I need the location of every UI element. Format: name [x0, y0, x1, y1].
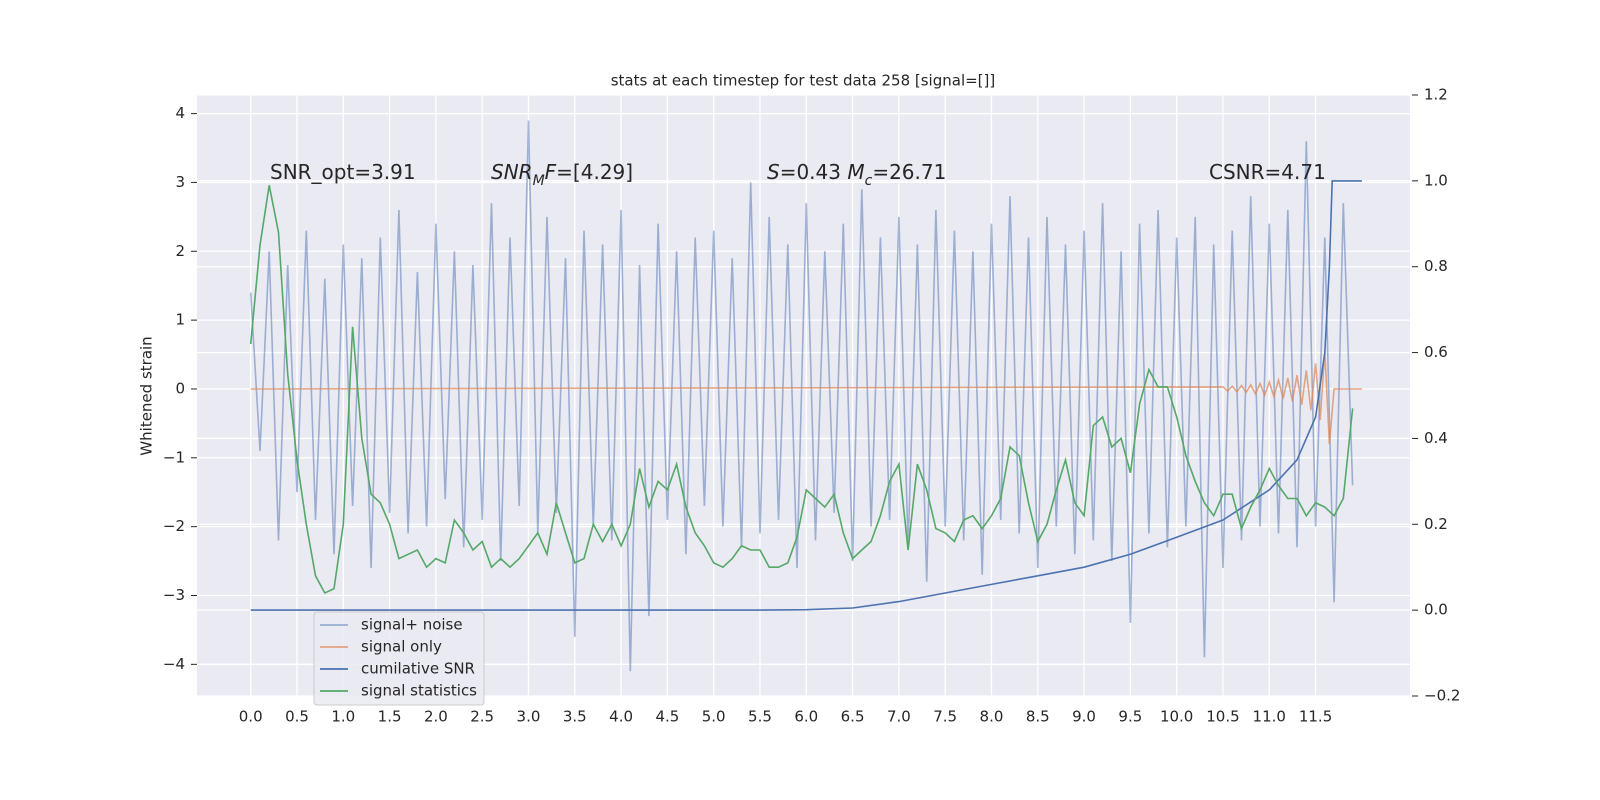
x-tick-label: 2.5 [470, 708, 494, 726]
x-tick-label: 10.5 [1206, 708, 1239, 726]
x-tick-label: 3.0 [517, 708, 541, 726]
x-tick-label: 6.0 [794, 708, 818, 726]
annotation-part: c [865, 173, 873, 189]
x-tick-label: 8.5 [1026, 708, 1050, 726]
x-tick-label: 1.5 [378, 708, 402, 726]
annotation-part: M [533, 173, 545, 189]
y-tick-label: −1 [163, 448, 185, 466]
y-tick-label: 2 [175, 242, 185, 260]
annotation-part: SNR_opt=3.91 [270, 160, 416, 184]
x-tick-label: 4.5 [655, 708, 679, 726]
annotation: SNRMF=[4.29] [491, 160, 633, 190]
chart-title: stats at each timestep for test data 258… [611, 72, 996, 90]
x-tick-label: 1.0 [331, 708, 355, 726]
legend-label: signal only [361, 638, 442, 656]
annotation-part: CSNR=4.71 [1209, 160, 1326, 184]
x-tick-label: 11.5 [1299, 708, 1332, 726]
y2-tick-label: 0.0 [1424, 601, 1448, 619]
x-tick-label: 5.5 [748, 708, 772, 726]
y-tick-label: −2 [163, 517, 185, 535]
annotation-part: S [767, 160, 780, 184]
y-tick-label: 1 [175, 311, 185, 329]
x-tick-label: 9.5 [1118, 708, 1142, 726]
y-tick-label: −3 [163, 586, 185, 604]
legend-box [313, 611, 485, 706]
x-tick-label: 11.0 [1253, 708, 1286, 726]
y-tick-label: 0 [175, 379, 185, 397]
x-tick-label: 8.0 [980, 708, 1004, 726]
y2-tick-label: 0.6 [1424, 343, 1448, 361]
x-tick-label: 7.0 [887, 708, 911, 726]
x-tick-label: 9.0 [1072, 708, 1096, 726]
series-line [249, 185, 1354, 595]
x-tick-label: 4.0 [609, 708, 633, 726]
y2-tick-label: 0.4 [1424, 429, 1448, 447]
y-axis-label: Whitened strain [138, 336, 156, 455]
y-tick-label: 3 [175, 173, 185, 191]
annotation-part: =[4.29] [556, 160, 633, 184]
x-tick-label: 0.0 [239, 708, 263, 726]
y2-tick-label: −0.2 [1424, 687, 1460, 705]
annotation: CSNR=4.71 [1209, 160, 1326, 184]
x-tick-label: 6.5 [841, 708, 865, 726]
x-tick-label: 3.5 [563, 708, 587, 726]
x-tick-label: 7.5 [933, 708, 957, 726]
annotation-part: =26.71 [872, 160, 946, 184]
x-tick-label: 0.5 [285, 708, 309, 726]
x-tick-label: 5.0 [702, 708, 726, 726]
x-tick-label: 10.0 [1160, 708, 1193, 726]
y-tick-label: 4 [175, 104, 185, 122]
legend-label: signal statistics [361, 682, 477, 700]
y2-tick-label: 1.0 [1424, 171, 1448, 189]
x-tick-label: 2.0 [424, 708, 448, 726]
annotation-part: M [847, 160, 864, 184]
annotation-part: F [545, 160, 557, 184]
series-line [249, 120, 1354, 672]
annotation-part: =0.43 [780, 160, 848, 184]
y2-tick-label: 1.2 [1424, 86, 1448, 104]
annotation: SNR_opt=3.91 [270, 160, 416, 184]
y-tick-label: −4 [163, 655, 185, 673]
annotation: S=0.43 Mc=26.71 [767, 160, 946, 190]
y2-tick-label: 0.8 [1424, 257, 1448, 275]
legend-label: signal+ noise [361, 616, 463, 634]
series-line [250, 180, 1362, 611]
annotation-part: SNR [491, 160, 533, 184]
legend-label: cumilative SNR [361, 660, 475, 678]
y2-tick-label: 0.2 [1424, 515, 1448, 533]
